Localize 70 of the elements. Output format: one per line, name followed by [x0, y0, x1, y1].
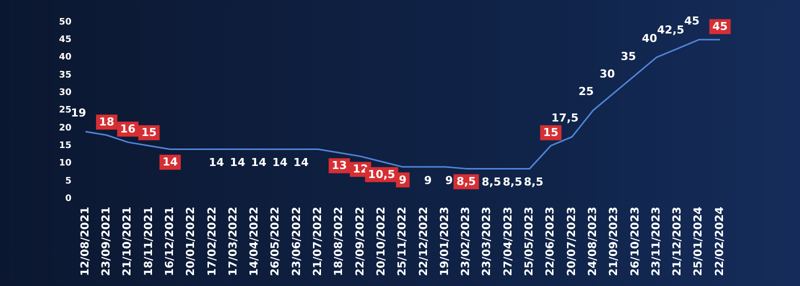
x-tick-label: 17/02/2022 — [205, 206, 218, 276]
data-label: 14 — [230, 156, 246, 170]
x-tick-label: 18/08/2022 — [332, 206, 346, 276]
x-tick-label: 22/12/2022 — [416, 206, 430, 276]
data-label: 9 — [445, 174, 453, 187]
x-tick-label: 23/09/2021 — [100, 206, 113, 276]
data-label: 19 — [70, 106, 86, 120]
annotation: 9 — [398, 173, 407, 186]
annotation: 13 — [332, 159, 347, 172]
data-label: 35 — [620, 50, 636, 63]
data-label: 40 — [642, 32, 658, 46]
y-tick-label: 30 — [58, 88, 72, 98]
x-tick-label: 23/11/2023 — [649, 206, 662, 276]
y-tick-label: 10 — [58, 158, 72, 169]
annotation: 45 — [712, 20, 728, 34]
x-tick-label: 27/04/2023 — [501, 206, 514, 276]
annotation: 15 — [141, 126, 157, 140]
data-label: 25 — [578, 85, 594, 98]
annotation: 8,5 — [456, 175, 476, 188]
x-tick-label: 23/02/2023 — [459, 206, 472, 276]
x-tick-label: 20/10/2022 — [374, 206, 388, 276]
annotation: 18 — [99, 115, 114, 128]
data-label: 8,5 — [482, 176, 502, 189]
data-label: 8,5 — [502, 176, 522, 189]
annotation: 16 — [120, 122, 136, 136]
x-tick-label: 25/01/2024 — [692, 206, 705, 276]
x-tick-label: 14/04/2022 — [248, 206, 261, 276]
x-tick-label: 22/02/2024 — [712, 206, 726, 276]
y-tick-label: 5 — [65, 176, 72, 186]
x-tick-label: 25/05/2023 — [522, 206, 536, 276]
y-tick-label: 25 — [58, 106, 72, 116]
annotation: 14 — [162, 156, 178, 169]
x-tick-label: 26/05/2022 — [268, 206, 282, 276]
x-tick-label: 21/09/2023 — [607, 206, 620, 276]
x-tick-label: 16/12/2021 — [162, 206, 176, 276]
x-tick-label: 23/06/2022 — [290, 206, 303, 276]
annotation: 15 — [543, 126, 558, 140]
x-tick-label: 26/10/2023 — [628, 206, 642, 276]
x-tick-label: 23/03/2023 — [480, 206, 494, 276]
y-tick-label: 35 — [58, 70, 72, 80]
data-label: 45 — [684, 14, 700, 28]
data-label: 8,5 — [524, 176, 544, 189]
x-tick-label: 20/01/2022 — [184, 206, 198, 276]
annotation: 10,5 — [368, 168, 396, 181]
data-label: 30 — [600, 68, 616, 81]
data-label: 42,5 — [657, 23, 684, 36]
data-label: 17,5 — [551, 112, 579, 125]
data-label: 14 — [272, 156, 288, 170]
x-tick-label: 19/01/2023 — [438, 206, 451, 276]
x-tick-label: 22/06/2023 — [544, 206, 557, 276]
y-tick-label: 15 — [58, 141, 72, 152]
y-tick-label: 0 — [65, 194, 72, 204]
x-tick-label: 24/08/2023 — [586, 206, 599, 276]
x-tick-label: 22/09/2022 — [353, 206, 366, 276]
y-tick-label: 20 — [58, 123, 72, 134]
x-tick-label: 12/08/2021 — [78, 206, 92, 276]
x-tick-label: 21/12/2023 — [670, 206, 684, 276]
data-label: 9 — [424, 174, 432, 187]
data-label: 14 — [208, 156, 224, 170]
x-tick-label: 25/11/2022 — [396, 206, 409, 276]
x-tick-label: 21/07/2022 — [311, 206, 324, 276]
data-label: 14 — [251, 156, 267, 170]
y-tick-label: 40 — [58, 52, 72, 63]
x-tick-label: 18/11/2021 — [142, 206, 155, 276]
y-tick-label: 45 — [58, 35, 72, 46]
x-tick-label: 17/03/2022 — [226, 206, 240, 276]
y-tick-label: 50 — [58, 17, 72, 28]
x-tick-label: 21/10/2021 — [120, 206, 134, 276]
data-label: 14 — [293, 156, 310, 170]
x-tick-label: 20/07/2023 — [564, 206, 578, 276]
